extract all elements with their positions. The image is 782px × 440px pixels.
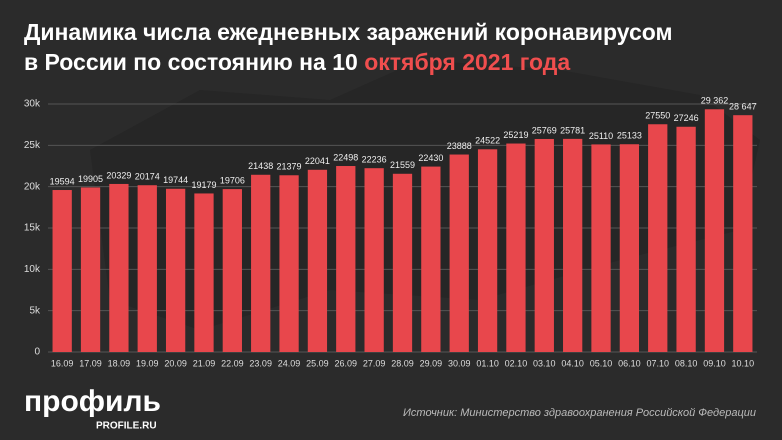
data-label: 19744 bbox=[163, 175, 188, 185]
bar bbox=[80, 187, 101, 352]
data-label: 19706 bbox=[220, 175, 245, 185]
data-label: 25219 bbox=[503, 130, 528, 140]
y-tick-label: 5k bbox=[29, 305, 41, 316]
x-tick-label: 20.09 bbox=[164, 358, 187, 368]
x-tick-label: 26.09 bbox=[335, 358, 358, 368]
data-label: 25110 bbox=[589, 131, 613, 141]
bar bbox=[477, 149, 498, 352]
x-tick-label: 24.09 bbox=[278, 358, 301, 368]
x-tick-label: 16.09 bbox=[51, 358, 74, 368]
data-label: 28 647 bbox=[729, 102, 757, 112]
data-label: 20174 bbox=[135, 172, 160, 182]
data-label: 27550 bbox=[645, 111, 670, 121]
y-tick-label: 25k bbox=[24, 140, 41, 151]
y-tick-label: 30k bbox=[24, 99, 41, 110]
bar bbox=[52, 190, 72, 352]
x-tick-label: 18.09 bbox=[108, 358, 131, 368]
bar bbox=[364, 168, 384, 352]
data-label: 24522 bbox=[475, 136, 500, 146]
y-tick-label: 15k bbox=[24, 223, 41, 234]
bar bbox=[591, 144, 611, 352]
x-tick-label: 28.09 bbox=[391, 358, 414, 368]
data-label: 22041 bbox=[305, 156, 330, 166]
data-label: 25133 bbox=[617, 131, 642, 141]
data-label: 20329 bbox=[106, 170, 131, 180]
data-label: 22236 bbox=[362, 155, 387, 165]
bar bbox=[449, 154, 469, 352]
x-tick-label: 25.09 bbox=[306, 358, 329, 368]
chart-title: в России по состоянию на 10 октября 2021… bbox=[24, 49, 570, 75]
x-tick-label: 03.10 bbox=[533, 358, 556, 368]
y-tick-label: 10k bbox=[24, 264, 41, 275]
bar bbox=[421, 166, 441, 352]
bar bbox=[109, 183, 129, 352]
bar bbox=[307, 169, 328, 352]
x-tick-label: 09.10 bbox=[703, 358, 726, 368]
x-tick-label: 19.09 bbox=[136, 358, 159, 368]
x-tick-label: 10.10 bbox=[732, 358, 755, 368]
bar bbox=[506, 143, 526, 352]
bar bbox=[279, 175, 299, 352]
bar bbox=[251, 174, 271, 352]
x-tick-label: 21.09 bbox=[193, 358, 216, 368]
bar bbox=[733, 115, 753, 352]
data-label: 21438 bbox=[248, 161, 273, 171]
x-tick-label: 30.09 bbox=[448, 358, 471, 368]
x-tick-label: 06.10 bbox=[618, 358, 641, 368]
title-highlight: октября 2021 года bbox=[364, 49, 570, 75]
data-label: 19594 bbox=[50, 176, 75, 186]
data-label: 23888 bbox=[447, 141, 472, 151]
bar bbox=[619, 144, 640, 352]
bar bbox=[165, 188, 186, 352]
bar bbox=[563, 138, 583, 352]
source: Источник: Министерство здравоохранения Р… bbox=[403, 407, 756, 419]
y-tick-label: 20k bbox=[24, 181, 41, 192]
data-label: 19179 bbox=[191, 180, 216, 190]
bar bbox=[648, 124, 668, 353]
data-label: 29 362 bbox=[701, 96, 729, 106]
x-tick-label: 23.09 bbox=[249, 358, 272, 368]
x-tick-label: 17.09 bbox=[79, 358, 102, 368]
data-label: 25781 bbox=[560, 125, 585, 135]
data-label: 27246 bbox=[674, 113, 699, 123]
bar bbox=[704, 109, 725, 352]
data-label: 19905 bbox=[78, 174, 103, 184]
x-tick-label: 04.10 bbox=[561, 358, 584, 368]
data-label: 25769 bbox=[532, 125, 557, 135]
bar bbox=[676, 126, 696, 352]
data-label: 21559 bbox=[390, 160, 415, 170]
bar bbox=[222, 189, 242, 352]
bar bbox=[534, 138, 554, 352]
x-tick-label: 08.10 bbox=[675, 358, 698, 368]
x-tick-label: 01.10 bbox=[476, 358, 499, 368]
x-tick-label: 29.09 bbox=[420, 358, 443, 368]
bar bbox=[336, 166, 356, 352]
logo-sub: PROFILE.RU bbox=[96, 421, 157, 432]
x-tick-label: 05.10 bbox=[590, 358, 613, 368]
data-label: 22430 bbox=[418, 153, 443, 163]
x-tick-label: 02.10 bbox=[505, 358, 528, 368]
bar bbox=[194, 193, 214, 352]
data-label: 21379 bbox=[277, 162, 302, 172]
logo: профиль bbox=[24, 385, 161, 418]
bar bbox=[137, 185, 157, 352]
chart-title: Динамика числа ежедневных заражений коро… bbox=[24, 19, 673, 45]
y-tick-label: 0 bbox=[34, 347, 40, 358]
x-tick-label: 27.09 bbox=[363, 358, 386, 368]
title-part: в России по состоянию на 10 bbox=[24, 49, 358, 75]
data-label: 22498 bbox=[333, 152, 358, 162]
bar bbox=[392, 173, 413, 352]
x-tick-label: 22.09 bbox=[221, 358, 244, 368]
x-tick-label: 07.10 bbox=[646, 358, 669, 368]
